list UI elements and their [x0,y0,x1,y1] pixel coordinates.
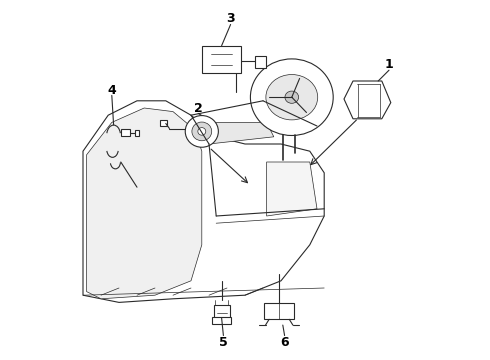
Ellipse shape [192,122,212,141]
FancyBboxPatch shape [214,305,229,318]
Polygon shape [87,108,202,299]
Text: 1: 1 [385,58,393,71]
Ellipse shape [198,128,206,135]
Polygon shape [344,81,391,119]
Text: 4: 4 [107,84,116,96]
FancyBboxPatch shape [121,129,130,136]
FancyBboxPatch shape [135,130,139,136]
Polygon shape [195,122,274,144]
Text: 3: 3 [226,12,235,24]
Ellipse shape [185,116,219,147]
Text: 6: 6 [280,336,289,348]
FancyBboxPatch shape [255,56,266,68]
Text: 5: 5 [219,336,228,348]
FancyBboxPatch shape [160,120,167,126]
Polygon shape [83,101,324,302]
FancyBboxPatch shape [202,46,242,73]
FancyBboxPatch shape [212,317,231,324]
Ellipse shape [266,75,318,120]
FancyBboxPatch shape [264,303,294,319]
Ellipse shape [250,59,333,135]
Ellipse shape [285,91,298,103]
Polygon shape [267,162,317,216]
Text: 2: 2 [194,102,202,114]
